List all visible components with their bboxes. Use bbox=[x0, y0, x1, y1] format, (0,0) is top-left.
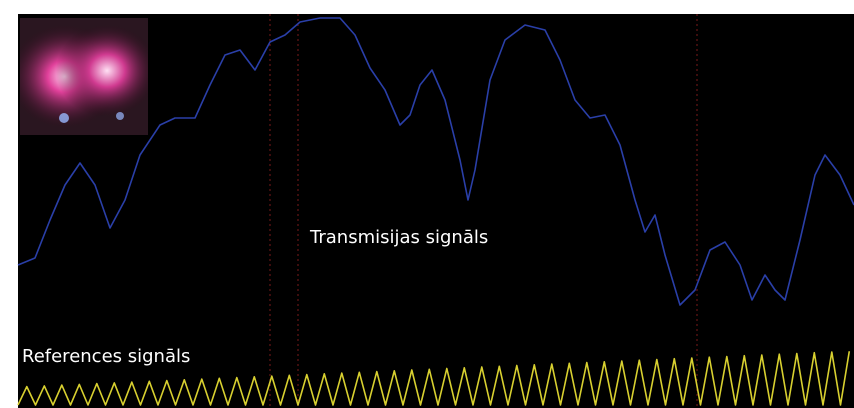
reference-label: References signāls bbox=[22, 346, 190, 367]
transmission-label: Transmisijas signāls bbox=[309, 227, 488, 248]
oscilloscope-screen: Transmisijas signāls References signāls bbox=[0, 0, 854, 408]
thumbnail-image bbox=[20, 18, 148, 135]
page: {"labels":{"transmission":"Transmisijas … bbox=[0, 0, 854, 408]
